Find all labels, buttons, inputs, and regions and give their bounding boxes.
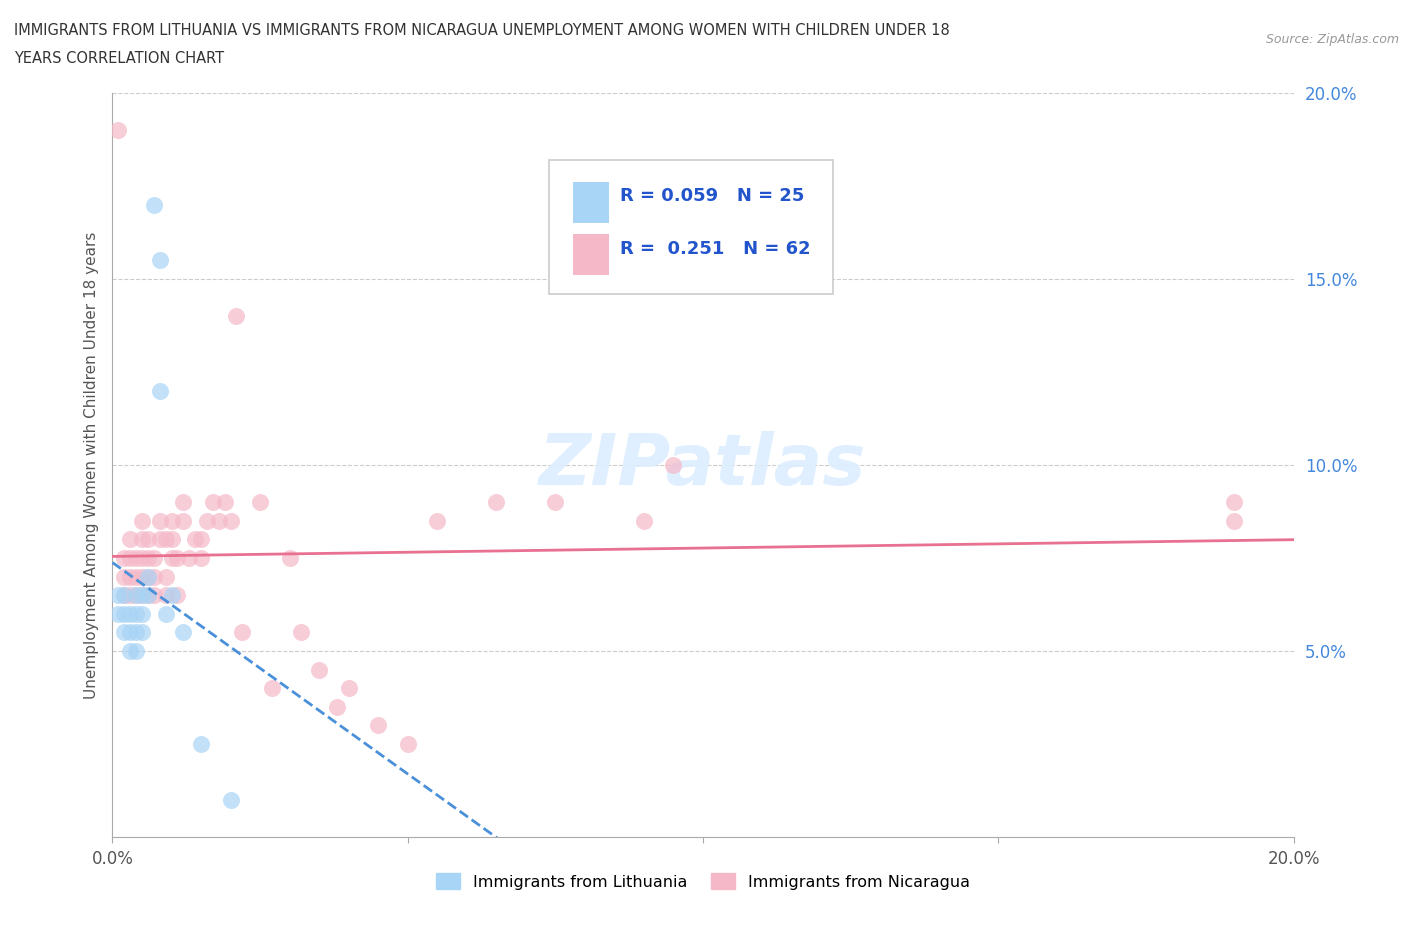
Point (190, 737, 212, 751)
Point (149, 532, 172, 547)
Point (155, 532, 177, 547)
Point (142, 551, 165, 565)
Point (155, 569, 177, 584)
Point (131, 606, 153, 621)
Point (112, 625, 135, 640)
Point (125, 625, 148, 640)
Point (131, 532, 153, 547)
Point (136, 588, 159, 603)
Point (112, 588, 135, 603)
Point (112, 588, 135, 603)
Point (136, 569, 159, 584)
Point (225, 309, 247, 324)
Point (131, 625, 153, 640)
Point (278, 551, 301, 565)
Point (131, 588, 153, 603)
Point (1223, 495, 1246, 510)
Point (166, 551, 188, 565)
Point (131, 569, 153, 584)
Point (155, 588, 177, 603)
Point (290, 625, 312, 640)
Point (142, 569, 165, 584)
Point (125, 588, 148, 603)
Point (249, 495, 271, 510)
Y-axis label: Unemployment Among Women with Children Under 18 years: Unemployment Among Women with Children U… (83, 232, 98, 698)
Point (125, 569, 148, 584)
Point (308, 662, 330, 677)
Point (201, 495, 224, 510)
Point (190, 551, 212, 565)
Point (120, 625, 142, 640)
Text: Source: ZipAtlas.com: Source: ZipAtlas.com (1265, 33, 1399, 46)
Text: ZIPatlas: ZIPatlas (540, 431, 866, 499)
Point (190, 532, 212, 547)
Point (160, 513, 183, 528)
Point (149, 383, 172, 398)
Point (396, 737, 419, 751)
Point (544, 495, 567, 510)
Point (120, 644, 142, 658)
Point (166, 588, 188, 603)
Point (125, 551, 148, 565)
Point (214, 495, 236, 510)
Point (662, 458, 685, 472)
Point (107, 123, 129, 138)
Point (131, 513, 153, 528)
Point (160, 532, 183, 547)
Text: IMMIGRANTS FROM LITHUANIA VS IMMIGRANTS FROM NICARAGUA UNEMPLOYMENT AMONG WOMEN : IMMIGRANTS FROM LITHUANIA VS IMMIGRANTS … (14, 23, 950, 38)
Point (337, 681, 360, 696)
Point (184, 532, 207, 547)
FancyBboxPatch shape (550, 160, 832, 294)
Point (142, 197, 165, 212)
Point (172, 495, 194, 510)
Point (131, 588, 153, 603)
Point (231, 625, 253, 640)
Point (219, 513, 242, 528)
Point (367, 718, 389, 733)
Point (136, 532, 159, 547)
Point (149, 513, 172, 528)
Point (131, 551, 153, 565)
Point (136, 569, 159, 584)
Point (426, 513, 449, 528)
Point (120, 532, 142, 547)
Point (107, 588, 129, 603)
FancyBboxPatch shape (574, 182, 609, 223)
Point (120, 551, 142, 565)
Point (172, 513, 194, 528)
Point (112, 606, 135, 621)
Legend: Immigrants from Lithuania, Immigrants from Nicaragua: Immigrants from Lithuania, Immigrants fr… (430, 867, 976, 896)
Point (136, 588, 159, 603)
Point (160, 551, 183, 565)
FancyBboxPatch shape (574, 234, 609, 275)
Point (120, 606, 142, 621)
Point (112, 551, 135, 565)
Point (260, 681, 283, 696)
Point (107, 606, 129, 621)
Point (1223, 513, 1246, 528)
Point (155, 606, 177, 621)
Point (120, 588, 142, 603)
Point (112, 569, 135, 584)
Text: R = 0.059   N = 25: R = 0.059 N = 25 (620, 188, 804, 206)
Text: YEARS CORRELATION CHART: YEARS CORRELATION CHART (14, 51, 224, 66)
Point (326, 699, 349, 714)
Point (208, 513, 231, 528)
Point (219, 792, 242, 807)
Point (172, 625, 194, 640)
Point (142, 588, 165, 603)
Point (160, 588, 183, 603)
Point (125, 588, 148, 603)
Point (120, 569, 142, 584)
Text: R =  0.251   N = 62: R = 0.251 N = 62 (620, 240, 811, 258)
Point (125, 644, 148, 658)
Point (195, 513, 218, 528)
Point (485, 495, 508, 510)
Point (633, 513, 655, 528)
Point (136, 551, 159, 565)
Point (125, 606, 148, 621)
Point (179, 551, 201, 565)
Point (149, 253, 172, 268)
